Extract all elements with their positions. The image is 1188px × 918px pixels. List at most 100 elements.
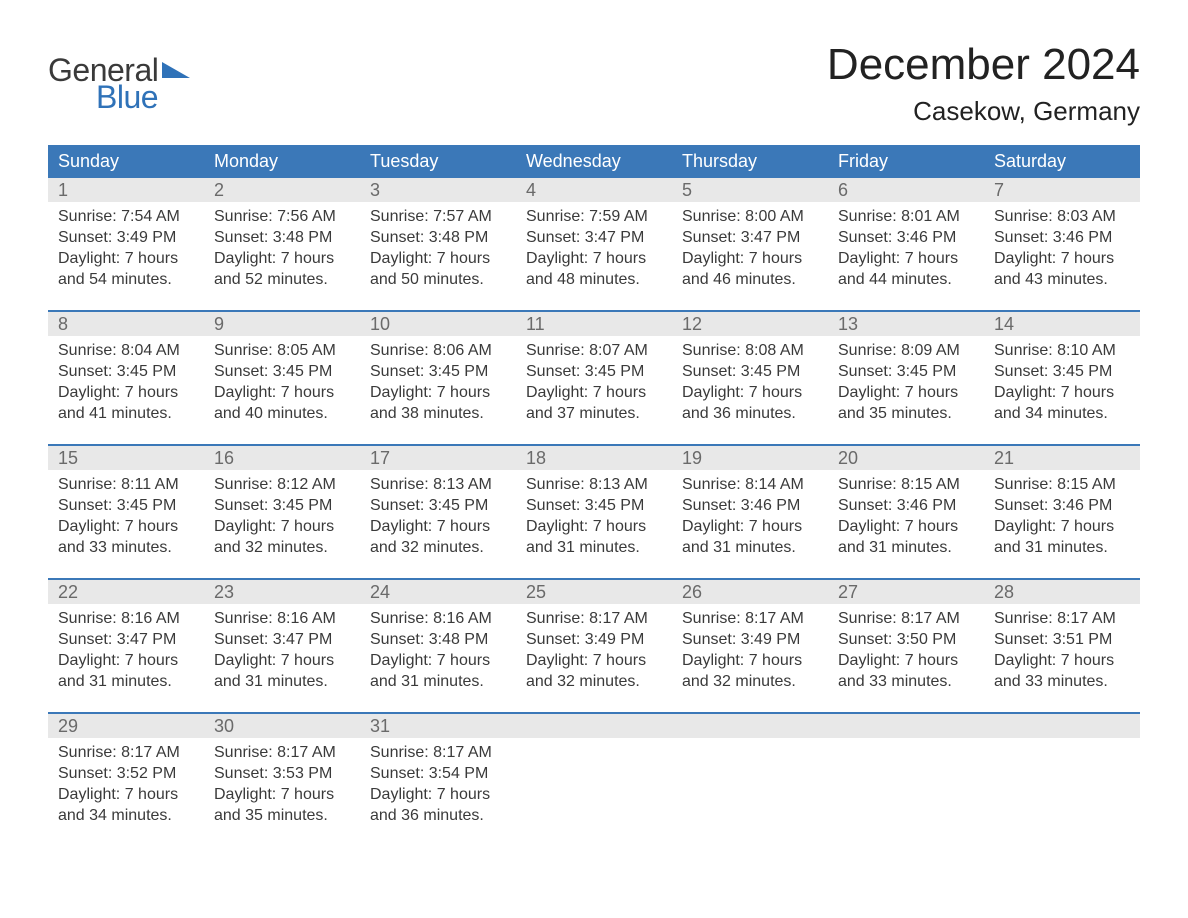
day-number: 3 — [360, 178, 516, 202]
day-cell: Sunrise: 7:57 AMSunset: 3:48 PMDaylight:… — [360, 202, 516, 294]
sunrise-line: Sunrise: 8:12 AM — [214, 474, 350, 495]
day-number: 23 — [204, 580, 360, 604]
daylight-line-2: and 31 minutes. — [526, 537, 662, 558]
day-cell: Sunrise: 8:16 AMSunset: 3:48 PMDaylight:… — [360, 604, 516, 696]
daylight-line-1: Daylight: 7 hours — [838, 382, 974, 403]
sunset-line: Sunset: 3:45 PM — [214, 361, 350, 382]
sunset-line: Sunset: 3:45 PM — [214, 495, 350, 516]
week-row: 293031Sunrise: 8:17 AMSunset: 3:52 PMDay… — [48, 712, 1140, 830]
daylight-line-1: Daylight: 7 hours — [838, 650, 974, 671]
daylight-line-1: Daylight: 7 hours — [214, 516, 350, 537]
week-row: 891011121314Sunrise: 8:04 AMSunset: 3:45… — [48, 310, 1140, 428]
sunset-line: Sunset: 3:49 PM — [526, 629, 662, 650]
weekday-header: Saturday — [984, 145, 1140, 178]
day-number: 11 — [516, 312, 672, 336]
daylight-line-1: Daylight: 7 hours — [682, 516, 818, 537]
week-row: 22232425262728Sunrise: 8:16 AMSunset: 3:… — [48, 578, 1140, 696]
sunset-line: Sunset: 3:45 PM — [370, 495, 506, 516]
day-cell: Sunrise: 8:17 AMSunset: 3:54 PMDaylight:… — [360, 738, 516, 830]
day-cell: Sunrise: 8:11 AMSunset: 3:45 PMDaylight:… — [48, 470, 204, 562]
day-cell-empty — [828, 738, 984, 830]
day-number: 21 — [984, 446, 1140, 470]
sunset-line: Sunset: 3:51 PM — [994, 629, 1130, 650]
weekday-header: Monday — [204, 145, 360, 178]
daylight-line-1: Daylight: 7 hours — [682, 650, 818, 671]
sunset-line: Sunset: 3:45 PM — [994, 361, 1130, 382]
daylight-line-1: Daylight: 7 hours — [526, 248, 662, 269]
sunrise-line: Sunrise: 8:06 AM — [370, 340, 506, 361]
daylight-line-2: and 34 minutes. — [58, 805, 194, 826]
day-cell: Sunrise: 8:07 AMSunset: 3:45 PMDaylight:… — [516, 336, 672, 428]
day-number: 6 — [828, 178, 984, 202]
day-number-empty — [984, 714, 1140, 738]
daylight-line-1: Daylight: 7 hours — [682, 248, 818, 269]
sunset-line: Sunset: 3:45 PM — [370, 361, 506, 382]
weekday-header: Thursday — [672, 145, 828, 178]
daylight-line-2: and 33 minutes. — [838, 671, 974, 692]
weekday-header-row: SundayMondayTuesdayWednesdayThursdayFrid… — [48, 145, 1140, 178]
daylight-line-1: Daylight: 7 hours — [370, 784, 506, 805]
sunset-line: Sunset: 3:48 PM — [370, 629, 506, 650]
day-number: 26 — [672, 580, 828, 604]
sunset-line: Sunset: 3:49 PM — [682, 629, 818, 650]
day-cell-empty — [516, 738, 672, 830]
day-number: 5 — [672, 178, 828, 202]
daylight-line-1: Daylight: 7 hours — [214, 248, 350, 269]
weeks-container: 1234567Sunrise: 7:54 AMSunset: 3:49 PMDa… — [48, 178, 1140, 830]
daylight-line-1: Daylight: 7 hours — [58, 516, 194, 537]
daylight-line-1: Daylight: 7 hours — [214, 784, 350, 805]
daylight-line-1: Daylight: 7 hours — [370, 382, 506, 403]
day-cell: Sunrise: 8:01 AMSunset: 3:46 PMDaylight:… — [828, 202, 984, 294]
sunset-line: Sunset: 3:45 PM — [838, 361, 974, 382]
daylight-line-2: and 32 minutes. — [214, 537, 350, 558]
weekday-header: Wednesday — [516, 145, 672, 178]
sunrise-line: Sunrise: 8:17 AM — [838, 608, 974, 629]
day-cell: Sunrise: 8:08 AMSunset: 3:45 PMDaylight:… — [672, 336, 828, 428]
day-cell: Sunrise: 8:15 AMSunset: 3:46 PMDaylight:… — [984, 470, 1140, 562]
sunset-line: Sunset: 3:45 PM — [58, 361, 194, 382]
sunrise-line: Sunrise: 8:17 AM — [526, 608, 662, 629]
sunrise-line: Sunrise: 8:15 AM — [838, 474, 974, 495]
daylight-line-1: Daylight: 7 hours — [214, 650, 350, 671]
sunrise-line: Sunrise: 8:11 AM — [58, 474, 194, 495]
day-number: 7 — [984, 178, 1140, 202]
week-row: 1234567Sunrise: 7:54 AMSunset: 3:49 PMDa… — [48, 178, 1140, 294]
day-number: 8 — [48, 312, 204, 336]
day-cell: Sunrise: 7:56 AMSunset: 3:48 PMDaylight:… — [204, 202, 360, 294]
sunset-line: Sunset: 3:46 PM — [838, 227, 974, 248]
sunrise-line: Sunrise: 8:07 AM — [526, 340, 662, 361]
sunrise-line: Sunrise: 8:13 AM — [370, 474, 506, 495]
weekday-header: Tuesday — [360, 145, 516, 178]
day-cell: Sunrise: 7:54 AMSunset: 3:49 PMDaylight:… — [48, 202, 204, 294]
sunset-line: Sunset: 3:47 PM — [214, 629, 350, 650]
sunrise-line: Sunrise: 7:54 AM — [58, 206, 194, 227]
daylight-line-2: and 31 minutes. — [370, 671, 506, 692]
day-number: 28 — [984, 580, 1140, 604]
sunset-line: Sunset: 3:47 PM — [58, 629, 194, 650]
daylight-line-2: and 46 minutes. — [682, 269, 818, 290]
sunrise-line: Sunrise: 8:03 AM — [994, 206, 1130, 227]
day-cell: Sunrise: 8:17 AMSunset: 3:49 PMDaylight:… — [516, 604, 672, 696]
daylight-line-2: and 36 minutes. — [682, 403, 818, 424]
day-cell: Sunrise: 8:10 AMSunset: 3:45 PMDaylight:… — [984, 336, 1140, 428]
daylight-line-2: and 33 minutes. — [58, 537, 194, 558]
daylight-line-2: and 44 minutes. — [838, 269, 974, 290]
day-number: 30 — [204, 714, 360, 738]
day-content-row: Sunrise: 8:16 AMSunset: 3:47 PMDaylight:… — [48, 604, 1140, 696]
daylight-line-1: Daylight: 7 hours — [370, 248, 506, 269]
location-title: Casekow, Germany — [827, 96, 1140, 127]
day-number: 25 — [516, 580, 672, 604]
day-number-row: 293031 — [48, 714, 1140, 738]
sunrise-line: Sunrise: 8:17 AM — [58, 742, 194, 763]
sunset-line: Sunset: 3:46 PM — [838, 495, 974, 516]
daylight-line-2: and 32 minutes. — [526, 671, 662, 692]
day-cell-empty — [984, 738, 1140, 830]
sunset-line: Sunset: 3:50 PM — [838, 629, 974, 650]
sunrise-line: Sunrise: 8:08 AM — [682, 340, 818, 361]
sunrise-line: Sunrise: 8:17 AM — [214, 742, 350, 763]
day-cell-empty — [672, 738, 828, 830]
sunrise-line: Sunrise: 8:09 AM — [838, 340, 974, 361]
day-number: 15 — [48, 446, 204, 470]
daylight-line-1: Daylight: 7 hours — [994, 248, 1130, 269]
sunset-line: Sunset: 3:48 PM — [214, 227, 350, 248]
